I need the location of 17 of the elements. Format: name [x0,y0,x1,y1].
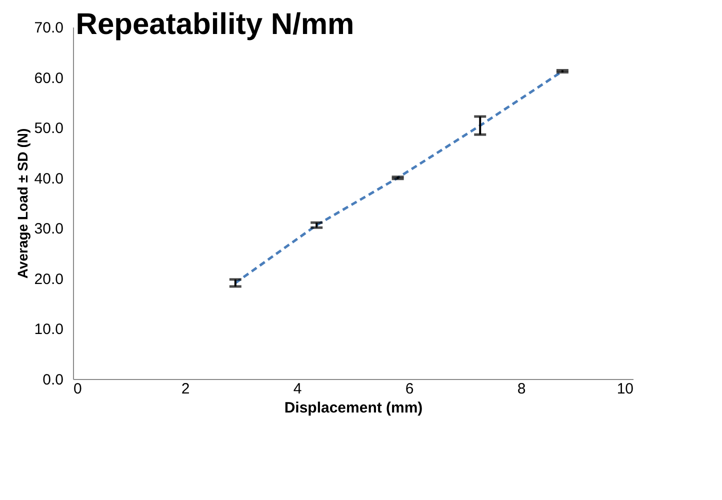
x-tick-label: 6 [405,380,414,398]
y-tick-label: 0.0 [42,372,64,388]
x-tick-label: 4 [293,380,302,398]
y-tick-label: 60.0 [34,70,64,87]
y-axis-title: Average Load ± SD (N) [14,128,30,279]
y-tick-label: 40.0 [34,170,64,188]
y-tick-label: 10.0 [34,321,64,338]
x-tick-label: 10 [616,380,634,398]
x-tick-label: 0 [74,380,82,398]
x-tick-label: 8 [517,380,526,398]
y-tick-label: 70.0 [34,20,64,36]
y-tick-label: 50.0 [34,120,64,138]
y-tick-label: 20.0 [34,270,64,288]
chart-title: Repeatability N/mm [76,8,354,41]
x-tick-label: 2 [181,380,190,398]
x-axis-title: Displacement (mm) [284,400,423,416]
y-tick-label: 30.0 [34,220,64,238]
